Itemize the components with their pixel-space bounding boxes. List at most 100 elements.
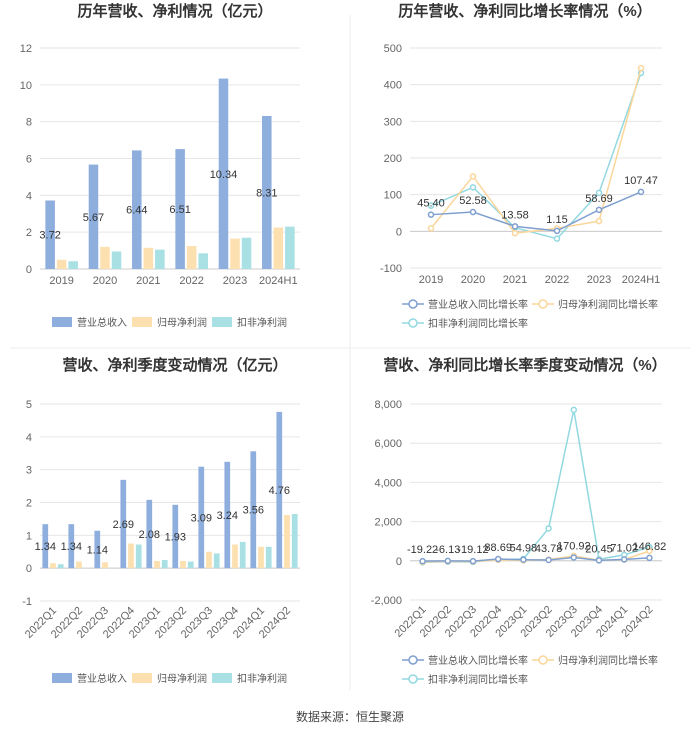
legend-swatch-1 bbox=[52, 317, 72, 327]
legend-label-3: 扣非净利润同比增长率 bbox=[428, 317, 528, 330]
y-tick-label: 0 bbox=[26, 563, 32, 575]
series-point-1-2024H1 bbox=[637, 188, 645, 196]
series-point-1-2024Q2 bbox=[646, 554, 653, 562]
series-point-2-2024Q2 bbox=[646, 547, 653, 555]
data-label: 2.69 bbox=[113, 519, 134, 531]
y-tick-label: 100 bbox=[384, 190, 402, 202]
y-tick-label: 2 bbox=[26, 498, 32, 510]
series-line-2 bbox=[430, 67, 642, 234]
data-label: -19.12 bbox=[457, 544, 488, 556]
legend-label-3: 扣非净利润 bbox=[237, 672, 287, 685]
x-tick-label: 2023 bbox=[223, 275, 247, 287]
data-label: 1.34 bbox=[35, 541, 56, 553]
y-tick-label: 0 bbox=[396, 226, 402, 238]
y-tick-label: 400 bbox=[384, 80, 402, 92]
data-label: 3.09 bbox=[191, 512, 212, 524]
bar-2-2021 bbox=[143, 247, 154, 269]
data-label: 1.14 bbox=[87, 544, 108, 556]
data-label: 5.67 bbox=[83, 212, 104, 224]
series-point-1-2019 bbox=[427, 211, 435, 218]
bar-1-2022 bbox=[175, 149, 185, 269]
bar-3-2023Q2 bbox=[187, 561, 194, 569]
x-tick-label: 2024H1 bbox=[259, 275, 298, 287]
data-label: 13.58 bbox=[501, 209, 529, 221]
bar-3-2019 bbox=[68, 261, 78, 269]
bar-1-2022Q4 bbox=[120, 479, 127, 569]
series-point-1-2023Q3 bbox=[570, 554, 578, 561]
bar-2-2022 bbox=[186, 245, 197, 269]
data-label: 1.15 bbox=[546, 214, 567, 226]
bar-2-2024Q1 bbox=[258, 546, 264, 569]
data-label: 8.31 bbox=[256, 187, 277, 199]
data-label: 54.98 bbox=[510, 543, 538, 555]
legend-swatch-1 bbox=[52, 673, 72, 683]
legend-marker-3 bbox=[408, 674, 418, 684]
series-point-1-2023 bbox=[595, 206, 603, 214]
data-label: 71.02 bbox=[610, 542, 638, 554]
x-tick-label: 2019 bbox=[49, 275, 73, 287]
series-point-2-2024H1 bbox=[637, 64, 645, 72]
bar-1-2022Q1 bbox=[42, 524, 49, 569]
legend-swatch-2 bbox=[132, 673, 152, 683]
bar-2-2023Q2 bbox=[180, 560, 186, 569]
data-source: 数据来源：恒生聚源 bbox=[295, 710, 404, 724]
y-tick-label: 1 bbox=[26, 530, 32, 542]
series-point-2-2023 bbox=[595, 217, 603, 225]
y-tick-label: 2 bbox=[26, 227, 32, 239]
y-tick-label: 3 bbox=[26, 465, 32, 477]
legend-label-2: 归母净利润 bbox=[157, 316, 207, 329]
legend-marker-1 bbox=[408, 655, 418, 665]
y-tick-label: -1 bbox=[22, 596, 32, 608]
data-label: 45.40 bbox=[417, 198, 445, 210]
y-tick-label: 8,000 bbox=[374, 399, 402, 411]
y-tick-label: 0 bbox=[26, 264, 32, 276]
data-label: -19.22 bbox=[407, 544, 438, 556]
series-point-2-2020 bbox=[469, 173, 477, 180]
data-label: 146.82 bbox=[633, 541, 667, 553]
bar-3-2023Q3 bbox=[213, 553, 220, 569]
series-point-3-2020 bbox=[469, 184, 477, 191]
data-label: 20.45 bbox=[585, 543, 613, 555]
bar-2-2023 bbox=[230, 238, 240, 269]
series-point-3-2023Q3 bbox=[570, 406, 578, 414]
data-label: 3.24 bbox=[217, 510, 238, 522]
legend-marker-2 bbox=[538, 299, 548, 309]
bar-3-2023Q4 bbox=[239, 541, 246, 569]
x-tick-label: 2023 bbox=[587, 274, 611, 286]
data-label: 4.76 bbox=[269, 485, 290, 497]
data-label: 43.78 bbox=[535, 543, 563, 555]
bar-1-2022Q3 bbox=[94, 530, 101, 569]
bar-3-2020 bbox=[111, 251, 122, 269]
bar-3-2022Q1 bbox=[57, 564, 64, 569]
series-point-1-2022Q2 bbox=[444, 557, 452, 565]
bar-1-2024H1 bbox=[262, 115, 272, 270]
bar-2-2022Q2 bbox=[76, 561, 82, 569]
bar-2-2024H1 bbox=[273, 227, 284, 269]
data-label: 107.47 bbox=[624, 175, 658, 187]
bar-2-2023Q3 bbox=[206, 551, 212, 569]
series-point-1-2022Q1 bbox=[419, 557, 426, 565]
data-label: 170.92 bbox=[557, 540, 591, 552]
bar-2-2024Q2 bbox=[284, 514, 290, 569]
bar-2-2022Q1 bbox=[50, 563, 56, 569]
data-label: 3.72 bbox=[39, 230, 60, 242]
series-point-3-2019 bbox=[427, 202, 435, 209]
bar-3-2024Q2 bbox=[291, 513, 298, 569]
legend-label-2: 归母净利润同比增长率 bbox=[558, 654, 658, 667]
chart-title-1: 历年营收、净利情况（亿元） bbox=[77, 2, 272, 20]
bar-3-2024Q1 bbox=[265, 546, 272, 569]
bar-2-2023Q1 bbox=[154, 560, 160, 569]
legend-swatch-2 bbox=[132, 317, 152, 327]
bar-1-2023Q3 bbox=[198, 466, 205, 569]
bar-3-2021 bbox=[155, 249, 165, 269]
legend-label-1: 营业总收入同比增长率 bbox=[428, 654, 528, 667]
y-tick-label: 4 bbox=[26, 190, 32, 202]
bar-1-2022Q2 bbox=[68, 524, 75, 569]
series-point-1-2024Q1 bbox=[620, 556, 628, 563]
bar-3-2022 bbox=[198, 253, 208, 269]
series-point-1-2023Q2 bbox=[545, 556, 552, 564]
x-tick-label: 2021 bbox=[503, 274, 527, 286]
y-tick-label: 4,000 bbox=[374, 477, 402, 489]
chart-title-2: 历年营收、净利同比增长率情况（%） bbox=[398, 2, 651, 20]
